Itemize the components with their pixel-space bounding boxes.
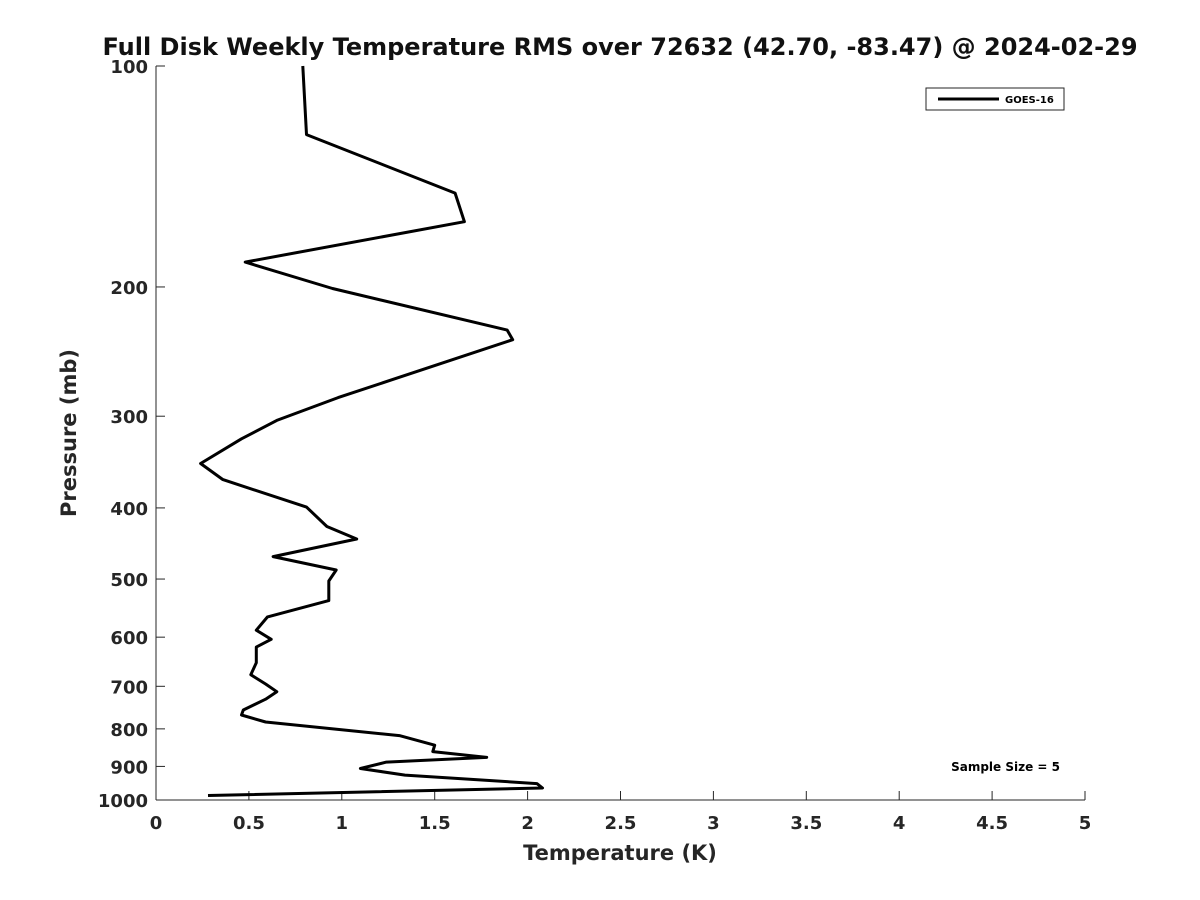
y-tick-label: 900 bbox=[110, 757, 148, 778]
y-tick-label: 600 bbox=[110, 628, 148, 649]
y-tick-label: 200 bbox=[110, 278, 148, 299]
y-axis-label: Pressure (mb) bbox=[57, 349, 81, 517]
x-tick-label: 0 bbox=[150, 813, 163, 834]
sample-size-annotation: Sample Size = 5 bbox=[951, 760, 1060, 774]
x-axis-ticks: 0 0.5 1 1.5 2 2.5 3 3.5 4 4.5 5 bbox=[150, 791, 1092, 834]
x-axis-label: Temperature (K) bbox=[523, 841, 717, 865]
x-tick-label: 2.5 bbox=[605, 813, 637, 834]
x-tick-label: 4 bbox=[893, 813, 906, 834]
y-axis-ticks: 100 200 300 400 500 600 700 800 900 1000 bbox=[98, 57, 165, 812]
x-tick-label: 3 bbox=[707, 813, 720, 834]
y-tick-label: 500 bbox=[110, 570, 148, 591]
x-tick-label: 3.5 bbox=[790, 813, 822, 834]
x-tick-label: 5 bbox=[1079, 813, 1092, 834]
x-tick-label: 1.5 bbox=[419, 813, 451, 834]
y-tick-label: 300 bbox=[110, 407, 148, 428]
x-tick-label: 1 bbox=[336, 813, 349, 834]
chart-title: Full Disk Weekly Temperature RMS over 72… bbox=[102, 33, 1137, 61]
y-tick-label: 1000 bbox=[98, 791, 148, 812]
y-tick-label: 700 bbox=[110, 677, 148, 698]
y-tick-label: 400 bbox=[110, 499, 148, 520]
legend-entry-goes-16: GOES-16 bbox=[1005, 95, 1054, 106]
y-tick-label: 800 bbox=[110, 720, 148, 741]
x-tick-label: 4.5 bbox=[976, 813, 1008, 834]
y-tick-label: 100 bbox=[110, 57, 148, 78]
x-tick-label: 2 bbox=[521, 813, 534, 834]
x-tick-label: 0.5 bbox=[233, 813, 265, 834]
legend: GOES-16 bbox=[925, 87, 1065, 111]
series-line-goes-16 bbox=[199, 65, 544, 797]
